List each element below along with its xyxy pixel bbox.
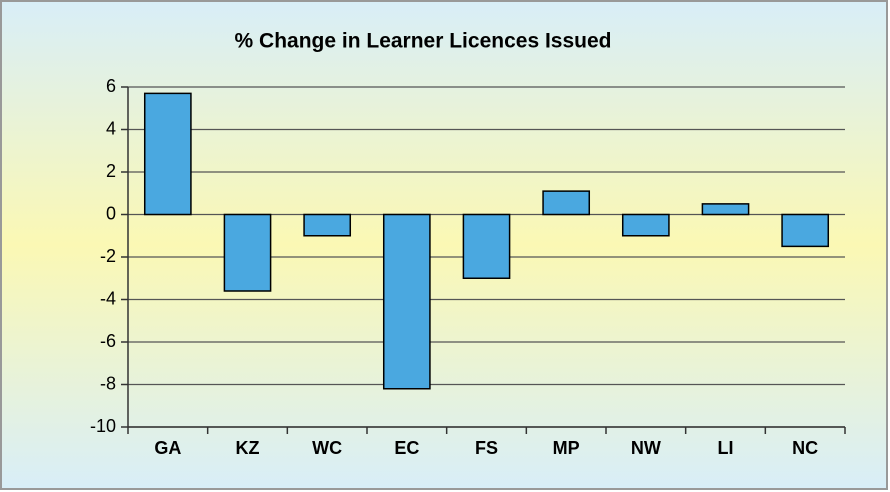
x-tick-label: NW <box>631 438 661 458</box>
bar <box>781 213 830 248</box>
y-tick-label: 0 <box>106 203 116 223</box>
x-tick-label: NC <box>792 438 818 458</box>
bar <box>143 92 192 216</box>
x-tick-label: EC <box>394 438 419 458</box>
y-tick-label: -6 <box>100 331 116 351</box>
y-tick-label: -2 <box>100 246 116 266</box>
y-tick-label: 6 <box>106 76 116 96</box>
bar <box>382 213 431 390</box>
chart-title: % Change in Learner Licences Issued <box>235 30 612 53</box>
x-tick-label: FS <box>475 438 498 458</box>
x-tick-label: WC <box>312 438 342 458</box>
x-tick-label: GA <box>154 438 181 458</box>
bar <box>462 213 511 279</box>
x-tick-label: KZ <box>236 438 260 458</box>
y-tick-label: -10 <box>90 416 116 436</box>
bar <box>303 213 352 237</box>
bar <box>621 213 670 237</box>
bar <box>701 203 750 216</box>
bar <box>223 213 272 292</box>
bar <box>542 190 591 216</box>
y-tick-label: -8 <box>100 373 116 393</box>
y-tick-label: 4 <box>106 118 116 138</box>
x-tick-label: MP <box>553 438 580 458</box>
y-tick-label: -4 <box>100 288 116 308</box>
x-tick-label: LI <box>718 438 734 458</box>
y-tick-label: 2 <box>106 161 116 181</box>
